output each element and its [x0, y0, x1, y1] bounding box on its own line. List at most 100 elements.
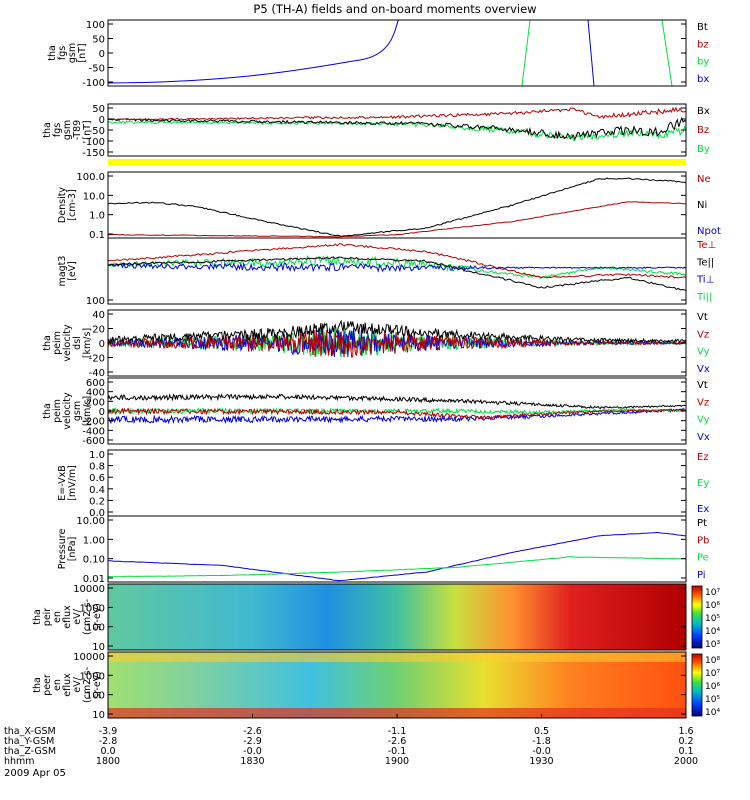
series-ni: [108, 177, 686, 238]
y-tick-label: 100: [86, 20, 105, 31]
series-bz: [108, 106, 686, 121]
panel-peer: 10⁸ 10⁷ 10⁶ 10⁵ 10⁴ 10000 1000 100 10 thapeerenef…: [32, 651, 720, 721]
panels: 100500-50-100thafgsgsm[nT]Btbzbybx500-50…: [32, 19, 721, 721]
y-axis-label: E=-VxB[mV/m]: [57, 465, 78, 501]
time-axis-row-label: tha_X-GSM: [4, 726, 56, 737]
spectrogram-peir: [108, 584, 686, 650]
y-tick-label: 100: [86, 623, 105, 634]
panel-plot-fgs: [108, 20, 673, 86]
y-tick-label: 1000: [80, 671, 105, 682]
series-vz: [108, 329, 686, 358]
y-tick-label: 100.0: [76, 172, 105, 183]
legend-entry: Vx: [697, 364, 710, 375]
y-tick-label: 400: [86, 388, 105, 399]
legend-entry: Ti⊥: [696, 275, 714, 286]
panel-frame: [107, 103, 687, 157]
series-pe: [108, 556, 686, 578]
legend-entry: Ez: [697, 452, 709, 463]
y-tick-label: 0.0: [89, 508, 105, 519]
y-tick-label: -200: [82, 417, 105, 428]
time-axis-value: -2.6: [388, 736, 407, 747]
legend-entry: Vz: [697, 329, 709, 340]
legend-entry: Ne: [697, 174, 711, 185]
spectrogram-band-top: [108, 652, 686, 662]
panel-fgs_t89: 500-50-100-150 thafgsgsm-T89[nT] Bx Bz By: [42, 103, 710, 159]
legend-entry: Pe: [697, 553, 709, 564]
y-tick-label: 10: [92, 642, 105, 653]
colorbar-tick-label: 10⁶: [705, 682, 720, 692]
time-axis-value: 1900: [385, 756, 409, 767]
y-tick-label: 10.00: [76, 516, 105, 527]
series-vt: [108, 319, 686, 345]
time-axis-value: 0.1: [678, 746, 693, 757]
time-axis-value: -2.9: [243, 736, 262, 747]
series-by: [108, 120, 686, 142]
y-tick-label: 600: [86, 378, 105, 389]
time-axis-value: 0.2: [678, 736, 693, 747]
spectrogram-peer: [108, 652, 686, 718]
y-tick-label: 0.8: [89, 462, 105, 473]
y-tick-label: 10000: [73, 584, 105, 595]
series-by: [521, 20, 531, 86]
y-axis-label: thapeirenefluxeV/(cm2-s-sr-eV): [32, 599, 103, 635]
time-axis-value: 1930: [529, 756, 553, 767]
panel-efield: 1.00.80.60.40.20.0 E=-VxB[mV/m] Ez Ey Ex: [57, 449, 709, 519]
colorbar-tick-label: 10⁴: [705, 627, 720, 637]
panel-frame: [107, 237, 687, 305]
panel-plot-pressure: [108, 531, 686, 582]
legend-entry: bx: [697, 74, 709, 85]
legend-entry: Ey: [697, 478, 709, 489]
legend-entry: Bx: [697, 106, 710, 117]
series-vz: [108, 407, 686, 421]
time-axis-value: 2000: [674, 756, 698, 767]
colorbar-peir: 10⁷ 10⁶ 10⁵ 10⁴ 10³: [691, 585, 720, 650]
spectrogram-band-bottom: [108, 708, 686, 718]
y-tick-label: 100: [86, 296, 105, 307]
panel-plot-velocity_i: [108, 393, 686, 425]
legend-entry: by: [697, 57, 709, 68]
y-tick-label: 10000: [73, 652, 105, 663]
y-tick-label: 10.0: [83, 191, 105, 202]
series-pi: [108, 531, 686, 582]
time-axis-value: -3.9: [99, 726, 118, 737]
y-tick-label: 1.00: [83, 535, 105, 546]
y-tick-label: 0: [99, 339, 105, 350]
panel-plot-velocity_e: [108, 319, 686, 358]
series-vx: [108, 407, 686, 425]
legend-entry: bz: [697, 39, 709, 50]
colorbar-gradient: [691, 653, 703, 717]
y-tick-label: 0: [99, 407, 105, 418]
legend-entry: Vy: [697, 415, 710, 426]
colorbar-tick-label: 10⁴: [705, 708, 720, 718]
y-tick-label: 40: [92, 310, 105, 321]
panel-plot-peer: [108, 652, 686, 718]
panel-peir: 10⁷ 10⁶ 10⁵ 10⁴ 10³ 10000 1000 100 10 thapeirenef…: [32, 583, 720, 653]
time-axis-row-label: tha_Z-GSM: [4, 746, 56, 757]
y-tick-label: 0.4: [89, 485, 105, 496]
panel-frame: [107, 515, 687, 583]
y-axis-label: thafgsgsm-T89[nT]: [42, 120, 93, 140]
time-axis-value: -0.0: [532, 746, 551, 757]
series-tiperp: [108, 261, 686, 273]
y-axis-label: Density[cm-3]: [57, 187, 78, 223]
colorbar-tick-label: 10³: [705, 640, 720, 650]
legend-entry: Vy: [697, 347, 710, 358]
legend-entry: Pb: [697, 535, 709, 546]
legend-entry: Ti||: [696, 292, 712, 303]
legend-entry: Vz: [697, 397, 709, 408]
colorbar-tick-label: 10⁷: [705, 669, 720, 679]
colorbar-tick-label: 10⁷: [705, 588, 720, 598]
series-vt: [108, 393, 686, 410]
y-tick-label: 50: [92, 35, 105, 46]
legend-entry: Ni: [697, 200, 707, 211]
panel-frame: [107, 171, 687, 239]
legend-entry: Bz: [697, 125, 709, 136]
legend-entry: Bt: [697, 22, 708, 33]
y-tick-label: 0: [99, 115, 105, 126]
time-axis-value: -1.1: [388, 726, 407, 737]
y-tick-label: 1000: [80, 603, 105, 614]
y-tick-label: 0.10: [83, 555, 105, 566]
panel-plot-peir: [108, 584, 686, 650]
time-axis-row-label: tha_Y-GSM: [4, 736, 54, 747]
